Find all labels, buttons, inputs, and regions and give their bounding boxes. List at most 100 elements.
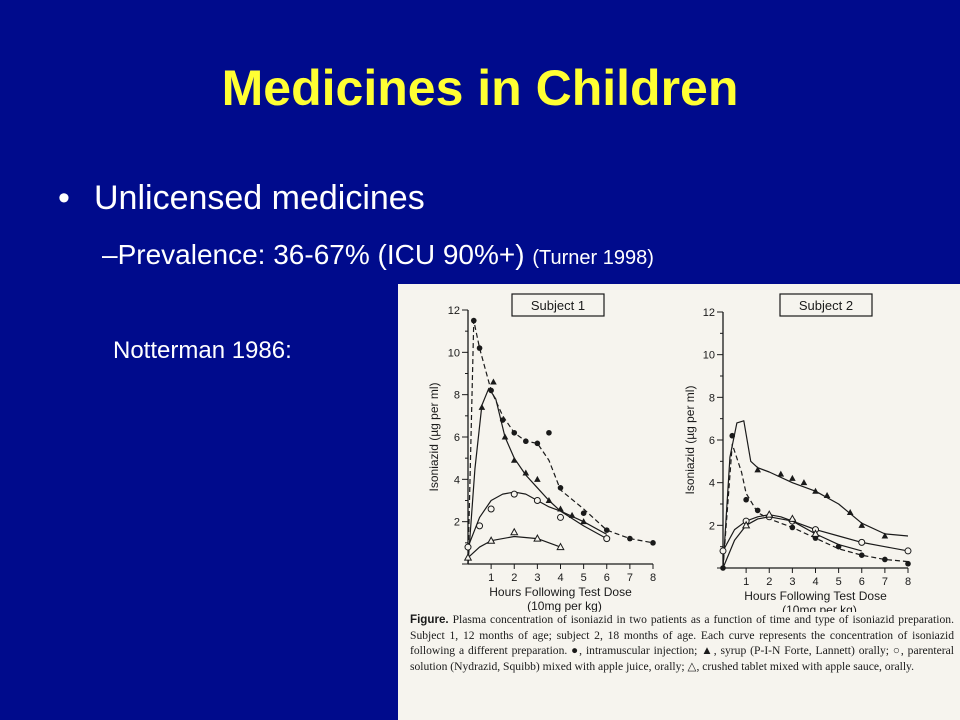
sub-bullet-citation: (Turner 1998) [532, 247, 654, 269]
figure-scan: Subject 1 2 4 6 8 10 12 1 2 3 4 5 6 7 8 Hours Following… [398, 284, 960, 720]
x-tick-label: 8 [905, 576, 911, 588]
data-point [470, 317, 477, 324]
data-point [476, 345, 483, 351]
series-line [467, 319, 654, 565]
x-axis-label: Hours Following Test Dose [489, 585, 632, 599]
source-label: Notterman 1986: [113, 337, 292, 364]
data-point [812, 487, 819, 494]
data-point [765, 510, 774, 518]
series-line [467, 535, 561, 559]
slide-title: Medicines in Children [221, 60, 739, 116]
data-point [603, 535, 611, 543]
data-point [533, 497, 541, 504]
data-point [501, 433, 509, 440]
x-tick-label: 5 [581, 572, 587, 584]
data-point [463, 553, 473, 561]
x-tick-label: 5 [836, 576, 842, 588]
data-point [510, 456, 518, 463]
data-point [777, 470, 785, 477]
y-axis-label: Isoniazid (µg per ml) [683, 386, 697, 495]
x-tick-label: 3 [789, 576, 795, 588]
data-point [603, 527, 610, 533]
caption-body: Plasma concentration of isoniazid in two… [410, 613, 954, 673]
data-point [545, 497, 553, 503]
data-point [905, 560, 911, 567]
data-point [800, 479, 808, 486]
series-line [722, 443, 909, 569]
data-point [743, 496, 749, 503]
data-point [546, 429, 552, 436]
data-point [788, 514, 797, 522]
x-tick-label: 2 [511, 572, 517, 584]
data-point [741, 520, 751, 529]
data-point [881, 532, 889, 539]
data-point [534, 440, 541, 447]
data-point [580, 510, 587, 516]
data-point [627, 535, 633, 542]
data-point [490, 378, 497, 385]
data-point [486, 536, 496, 544]
data-point [568, 511, 576, 518]
data-point [476, 522, 484, 530]
series-3 [464, 490, 611, 551]
x-tick-label: 1 [743, 576, 749, 588]
x-tick-label: 6 [604, 572, 610, 584]
data-point [464, 543, 472, 551]
data-point [533, 534, 542, 542]
x-tick-label: 2 [766, 576, 772, 588]
series-4 [722, 510, 862, 569]
data-point [823, 491, 831, 498]
y-tick-label: 2 [454, 517, 460, 529]
y-axis-label: Isoniazid (µg per ml) [427, 383, 441, 492]
data-point [789, 474, 796, 481]
series-1 [720, 432, 911, 571]
x-tick-label: 4 [812, 576, 818, 588]
data-point [650, 540, 656, 546]
chart-title-box [779, 293, 873, 317]
data-point [720, 565, 726, 571]
x-tick-label: 7 [627, 572, 633, 584]
y-tick-label: 4 [454, 474, 460, 486]
x-axis-label-units: (10mg per kg) [527, 599, 602, 612]
x-tick-label: 1 [488, 572, 494, 584]
data-point [511, 429, 518, 436]
data-point [811, 529, 820, 537]
sub-bullet-dash: – [102, 239, 118, 270]
chart-title: Subject 1 [531, 298, 585, 313]
sub-bullet-prevalence: –Prevalence: 36-67% (ICU 90%+) (Turner 1… [102, 238, 654, 275]
x-tick-label: 7 [882, 576, 888, 588]
data-point [754, 507, 761, 514]
x-tick-label: 8 [650, 572, 656, 584]
y-tick-label: 6 [454, 432, 460, 444]
chart-title: Subject 2 [799, 298, 853, 313]
data-point [904, 547, 912, 555]
y-tick-label: 8 [709, 392, 715, 404]
data-point [534, 475, 541, 482]
y-tick-label: 10 [703, 350, 715, 362]
data-point [789, 524, 796, 531]
data-point [882, 556, 888, 563]
data-point [858, 521, 866, 528]
series-4 [463, 527, 565, 561]
y-tick-label: 12 [703, 307, 715, 319]
chart-title-box [511, 293, 605, 317]
y-tick-label: 8 [454, 390, 460, 402]
bullet-text: Unlicensed medicines [94, 179, 425, 217]
data-point [557, 513, 564, 521]
bullet-marker: • [58, 179, 70, 217]
x-axis-label: Hours Following Test Dose [744, 589, 887, 603]
y-tick-label: 4 [709, 478, 715, 490]
data-point [523, 438, 529, 445]
series-line [467, 491, 608, 548]
figure-caption: Figure. Plasma concentration of isoniazi… [410, 612, 954, 674]
sub-bullet-text: Prevalence: 36-67% (ICU 90%+) [117, 239, 533, 270]
data-point [754, 466, 761, 473]
data-point [478, 403, 486, 410]
data-point [510, 527, 519, 536]
y-tick-label: 12 [448, 305, 460, 317]
data-point [846, 509, 854, 516]
caption-head: Figure. [410, 613, 449, 626]
x-tick-label: 3 [534, 572, 540, 584]
